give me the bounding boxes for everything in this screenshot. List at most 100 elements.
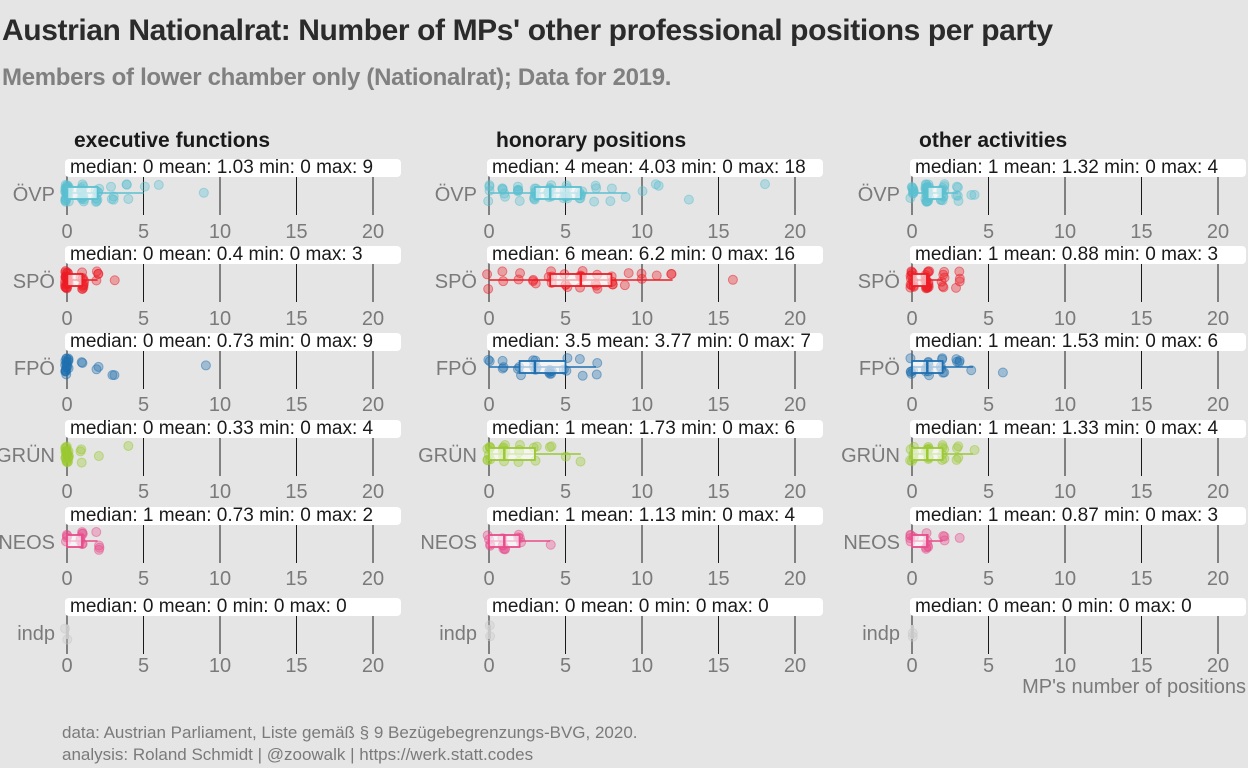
- tick-label: 5: [983, 568, 994, 590]
- data-point: [727, 274, 738, 285]
- tick-label: 0: [906, 481, 917, 503]
- tick-label: 5: [983, 481, 994, 503]
- tick-label: 0: [906, 308, 917, 330]
- stats-label: median: 0 mean: 0.4 min: 0 max: 3: [70, 244, 363, 265]
- stats-label-bg: [910, 159, 1246, 177]
- tick-label: 15: [1130, 481, 1152, 503]
- stats-label-bg: [487, 598, 823, 616]
- tick-label: 20: [1207, 308, 1229, 330]
- data-point: [969, 189, 980, 200]
- tick-label: 10: [1054, 655, 1076, 677]
- data-point: [123, 193, 134, 204]
- chart-subtitle: Members of lower chamber only (Nationalr…: [2, 64, 672, 91]
- data-point: [591, 183, 602, 194]
- data-point: [619, 280, 630, 291]
- party-label: FPÖ: [14, 358, 55, 380]
- stats-label-bg: [487, 420, 823, 438]
- tick-label: 15: [707, 481, 729, 503]
- data-point: [513, 186, 524, 197]
- data-point: [589, 196, 600, 207]
- data-point: [484, 356, 495, 367]
- tick-label: 5: [983, 655, 994, 677]
- data-point: [577, 370, 588, 381]
- stats-label-bg: [910, 333, 1246, 351]
- party-label: SPÖ: [858, 271, 900, 293]
- tick-label: 15: [285, 481, 307, 503]
- stats-label-bg: [487, 507, 823, 525]
- data-point: [683, 194, 694, 205]
- tick-label: 5: [138, 481, 149, 503]
- tick-label: 15: [707, 221, 729, 243]
- data-point: [954, 532, 965, 543]
- party-label: indp: [439, 623, 477, 645]
- data-point: [76, 457, 87, 468]
- stats-label: median: 4 mean: 4.03 min: 0 max: 18: [492, 157, 806, 178]
- data-point: [498, 276, 509, 287]
- tick-label: 10: [631, 568, 653, 590]
- tick-label: 20: [1207, 655, 1229, 677]
- party-label: FPÖ: [859, 358, 900, 380]
- tick-label: 10: [209, 221, 231, 243]
- data-point: [545, 539, 556, 550]
- tick-label: 0: [61, 481, 72, 503]
- data-point: [954, 273, 965, 284]
- data-point: [75, 446, 86, 457]
- party-label: GRÜN: [841, 445, 900, 467]
- data-point: [966, 189, 977, 200]
- tick-label: 20: [1207, 481, 1229, 503]
- stats-label: median: 1 mean: 0.88 min: 0 max: 3: [915, 244, 1218, 265]
- tick-label: 20: [1207, 568, 1229, 590]
- facet-title: other activities: [919, 129, 1067, 152]
- stats-label-bg: [487, 333, 823, 351]
- tick-label: 0: [483, 394, 494, 416]
- box: [534, 186, 582, 200]
- tick-label: 20: [362, 221, 384, 243]
- stats-label-bg: [65, 159, 401, 177]
- stats-label: median: 3.5 mean: 3.77 min: 0 max: 7: [492, 331, 811, 352]
- tick-label: 20: [784, 655, 806, 677]
- tick-label: 0: [61, 308, 72, 330]
- stats-label: median: 1 mean: 1.13 min: 0 max: 4: [492, 505, 796, 526]
- stats-label-bg: [65, 246, 401, 264]
- data-point: [952, 356, 963, 367]
- data-point: [139, 181, 150, 192]
- tick-label: 10: [631, 221, 653, 243]
- stats-label-bg: [65, 333, 401, 351]
- tick-label: 0: [483, 481, 494, 503]
- data-point: [483, 196, 494, 207]
- tick-label: 5: [560, 308, 571, 330]
- data-point: [953, 195, 964, 206]
- data-point: [514, 195, 525, 206]
- party-label: SPÖ: [435, 271, 477, 293]
- stats-label-bg: [910, 420, 1246, 438]
- data-point: [544, 442, 555, 453]
- party-label: indp: [17, 623, 55, 645]
- box: [66, 273, 84, 287]
- party-label: ÖVP: [858, 184, 900, 206]
- tick-label: 15: [1130, 394, 1152, 416]
- facet-title: honorary positions: [496, 129, 686, 152]
- tick-label: 5: [983, 221, 994, 243]
- tick-label: 15: [285, 655, 307, 677]
- tick-label: 10: [631, 308, 653, 330]
- box: [66, 534, 84, 548]
- tick-label: 0: [906, 568, 917, 590]
- tick-label: 10: [1054, 221, 1076, 243]
- tick-label: 15: [707, 394, 729, 416]
- stats-label: median: 1 mean: 0.73 min: 0 max: 2: [70, 505, 373, 526]
- data-point: [123, 440, 134, 451]
- tick-label: 0: [906, 394, 917, 416]
- tick-label: 20: [362, 394, 384, 416]
- tick-label: 5: [560, 655, 571, 677]
- box: [911, 273, 929, 287]
- data-point: [606, 183, 617, 194]
- data-point: [91, 364, 102, 375]
- tick-label: 10: [209, 394, 231, 416]
- party-label: ÖVP: [13, 184, 55, 206]
- tick-label: 5: [138, 568, 149, 590]
- data-point: [591, 369, 602, 380]
- tick-label: 15: [285, 394, 307, 416]
- data-point: [483, 354, 494, 365]
- tick-label: 15: [285, 568, 307, 590]
- tick-label: 0: [61, 655, 72, 677]
